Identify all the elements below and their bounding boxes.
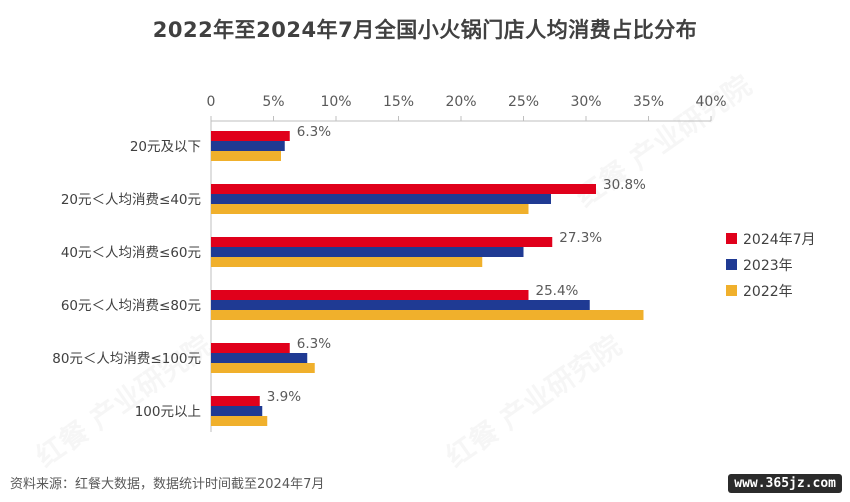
category-label: 20元及以下 xyxy=(130,139,201,155)
bar xyxy=(211,300,590,310)
x-tick-label: 30% xyxy=(570,94,601,110)
bar xyxy=(211,194,551,204)
x-tick-label: 5% xyxy=(262,94,284,110)
category-label: 60元＜人均消费≤80元 xyxy=(61,298,201,314)
x-tick-label: 0 xyxy=(207,94,216,110)
site-badge: www.365jz.com xyxy=(728,474,842,493)
bar xyxy=(211,353,308,363)
category-label: 20元＜人均消费≤40元 xyxy=(61,192,201,208)
legend-label: 2024年7月 xyxy=(743,232,816,248)
bar xyxy=(211,184,596,194)
bar xyxy=(211,290,529,300)
legend-label: 2023年 xyxy=(743,258,793,274)
legend-label: 2022年 xyxy=(743,284,793,300)
chart-title: 2022年至2024年7月全国小火锅门店人均消费占比分布 xyxy=(152,18,698,42)
data-label: 6.3% xyxy=(297,336,331,352)
data-label: 30.8% xyxy=(603,177,646,193)
bar xyxy=(211,406,263,416)
x-tick-label: 25% xyxy=(508,94,539,110)
bar xyxy=(211,141,285,151)
data-label: 25.4% xyxy=(536,283,579,299)
bar xyxy=(211,343,290,353)
source-note: 资料来源：红餐大数据，数据统计时间截至2024年7月 xyxy=(10,477,325,492)
bar xyxy=(211,310,644,320)
bar xyxy=(211,237,553,247)
legend-swatch xyxy=(726,233,737,244)
legend-swatch xyxy=(726,259,737,270)
x-tick-label: 35% xyxy=(633,94,664,110)
bar xyxy=(211,131,290,141)
x-tick-label: 10% xyxy=(320,94,351,110)
bar xyxy=(211,416,268,426)
data-label: 6.3% xyxy=(297,124,331,140)
bar xyxy=(211,204,529,214)
category-label: 100元以上 xyxy=(135,404,201,420)
category-label: 80元＜人均消费≤100元 xyxy=(52,351,201,367)
data-label: 3.9% xyxy=(267,389,301,405)
x-tick-label: 20% xyxy=(445,94,476,110)
bar xyxy=(211,257,483,267)
data-label: 27.3% xyxy=(559,230,602,246)
bar xyxy=(211,363,315,373)
x-tick-label: 40% xyxy=(695,94,726,110)
bar xyxy=(211,396,260,406)
bar xyxy=(211,247,524,257)
legend-swatch xyxy=(726,285,737,296)
x-tick-label: 15% xyxy=(383,94,414,110)
bar xyxy=(211,151,281,161)
category-label: 40元＜人均消费≤60元 xyxy=(61,245,201,261)
